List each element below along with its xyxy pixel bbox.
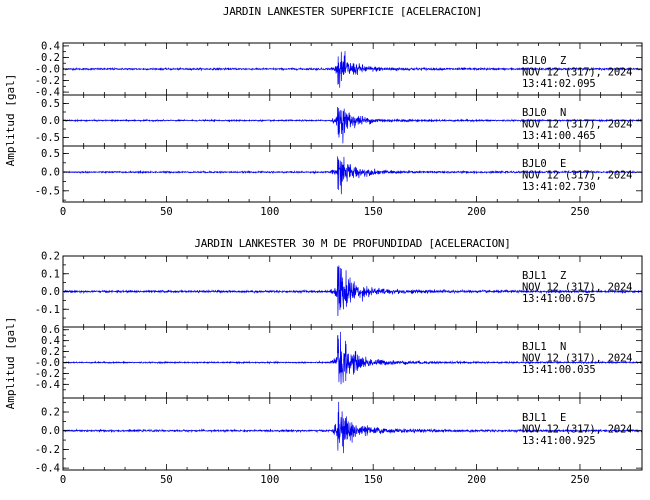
station-label: BJL0 E [522, 158, 566, 170]
record-time: 13:41:00.465 [522, 130, 595, 142]
y-tick-label: 0.2 [41, 251, 60, 263]
record-date: NOV 12 (317), 2024 [522, 170, 632, 182]
seismic-trace-BJL1-N [62, 331, 643, 385]
station-code: BJL0 [522, 107, 547, 119]
record-time: 13:41:00.675 [522, 293, 595, 305]
figure-2: JARDIN LANKESTER 30 M DE PROFUNDIDAD [AC… [4, 237, 643, 486]
y-tick-label: -0.2 [35, 444, 60, 456]
x-tick-label: 250 [570, 474, 589, 486]
record-time: 13:41:00.035 [522, 364, 595, 376]
station-code: BJL1 [522, 270, 547, 282]
y-tick-label: -0.0 [35, 357, 60, 369]
y-tick-label: -0.2 [35, 75, 60, 87]
record-date: NOV 12 (317), 2024 [522, 282, 632, 294]
component-code: E [560, 158, 566, 170]
station-label: BJL1 Z [522, 270, 566, 282]
y-tick-label: -0.5 [35, 132, 60, 144]
station-label: BJL0 N [522, 107, 566, 119]
y-tick-label: 0.5 [41, 98, 60, 110]
y-tick-label: 0.0 [41, 167, 60, 179]
y-tick-label: -0.5 [35, 185, 60, 197]
y-tick-label: 0.2 [41, 407, 60, 419]
x-tick-label: 100 [260, 474, 279, 486]
seismic-trace-BJL0-E [62, 156, 643, 195]
station-label: BJL1 N [522, 341, 566, 353]
station-code: BJL1 [522, 341, 547, 353]
station-label: BJL0 Z [522, 55, 566, 67]
component-code: N [560, 107, 566, 119]
component-code: Z [560, 270, 566, 282]
x-tick-label: 200 [467, 474, 486, 486]
seismic-trace-BJL1-E [62, 401, 643, 454]
station-code: BJL0 [522, 158, 547, 170]
x-tick-label: 150 [364, 206, 383, 218]
x-tick-label: 100 [260, 206, 279, 218]
seismic-trace-BJL0-N [62, 106, 643, 144]
station-code: BJL1 [522, 412, 547, 424]
y-axis-label: Amplitud [gal] [4, 74, 17, 167]
x-tick-label: 0 [60, 474, 66, 486]
y-tick-label: -0.0 [35, 64, 60, 76]
y-tick-label: -0.2 [35, 368, 60, 380]
seismic-trace-BJL1-Z [62, 265, 643, 316]
y-tick-label: 0.6 [41, 324, 60, 336]
component-code: N [560, 341, 566, 353]
x-tick-label: 150 [364, 474, 383, 486]
record-time: 13:41:00.925 [522, 435, 595, 447]
figure-1: JARDIN LANKESTER SUPERFICIE [ACELERACION… [4, 5, 643, 218]
y-tick-label: 0.0 [41, 286, 60, 298]
x-tick-label: 0 [60, 206, 66, 218]
y-tick-label: 0.2 [41, 346, 60, 358]
record-date: NOV 12 (317), 2024 [522, 67, 632, 79]
y-tick-label: -0.4 [35, 463, 60, 475]
y-tick-label: 0.0 [41, 115, 60, 127]
station-label: BJL1 E [522, 412, 566, 424]
x-tick-label: 250 [570, 206, 589, 218]
y-tick-label: 0.2 [41, 52, 60, 64]
record-date: NOV 12 (317), 2024 [522, 353, 632, 365]
y-tick-label: -0.1 [35, 304, 60, 316]
station-code: BJL0 [522, 55, 547, 67]
y-axis-label: Amplitud [gal] [4, 317, 17, 410]
figure-title: JARDIN LANKESTER 30 M DE PROFUNDIDAD [AC… [194, 237, 510, 250]
record-time: 13:41:02.095 [522, 78, 595, 90]
y-tick-label: -0.4 [35, 87, 60, 99]
component-code: Z [560, 55, 566, 67]
x-tick-label: 50 [160, 474, 173, 486]
record-date: NOV 12 (317), 2024 [522, 424, 632, 436]
y-tick-label: -0.4 [35, 379, 60, 391]
component-code: E [560, 412, 566, 424]
record-date: NOV 12 (317), 2024 [522, 119, 632, 131]
record-time: 13:41:02.730 [522, 181, 595, 193]
x-tick-label: 200 [467, 206, 486, 218]
figure-title: JARDIN LANKESTER SUPERFICIE [ACELERACION… [223, 5, 482, 18]
y-tick-label: 0.0 [41, 425, 60, 437]
x-tick-label: 50 [160, 206, 173, 218]
y-tick-label: 0.1 [41, 268, 60, 280]
y-tick-label: 0.5 [41, 148, 60, 160]
y-tick-label: 0.4 [41, 40, 60, 52]
y-tick-label: 0.4 [41, 335, 60, 347]
seismic-trace-BJL0-Z [62, 51, 643, 88]
